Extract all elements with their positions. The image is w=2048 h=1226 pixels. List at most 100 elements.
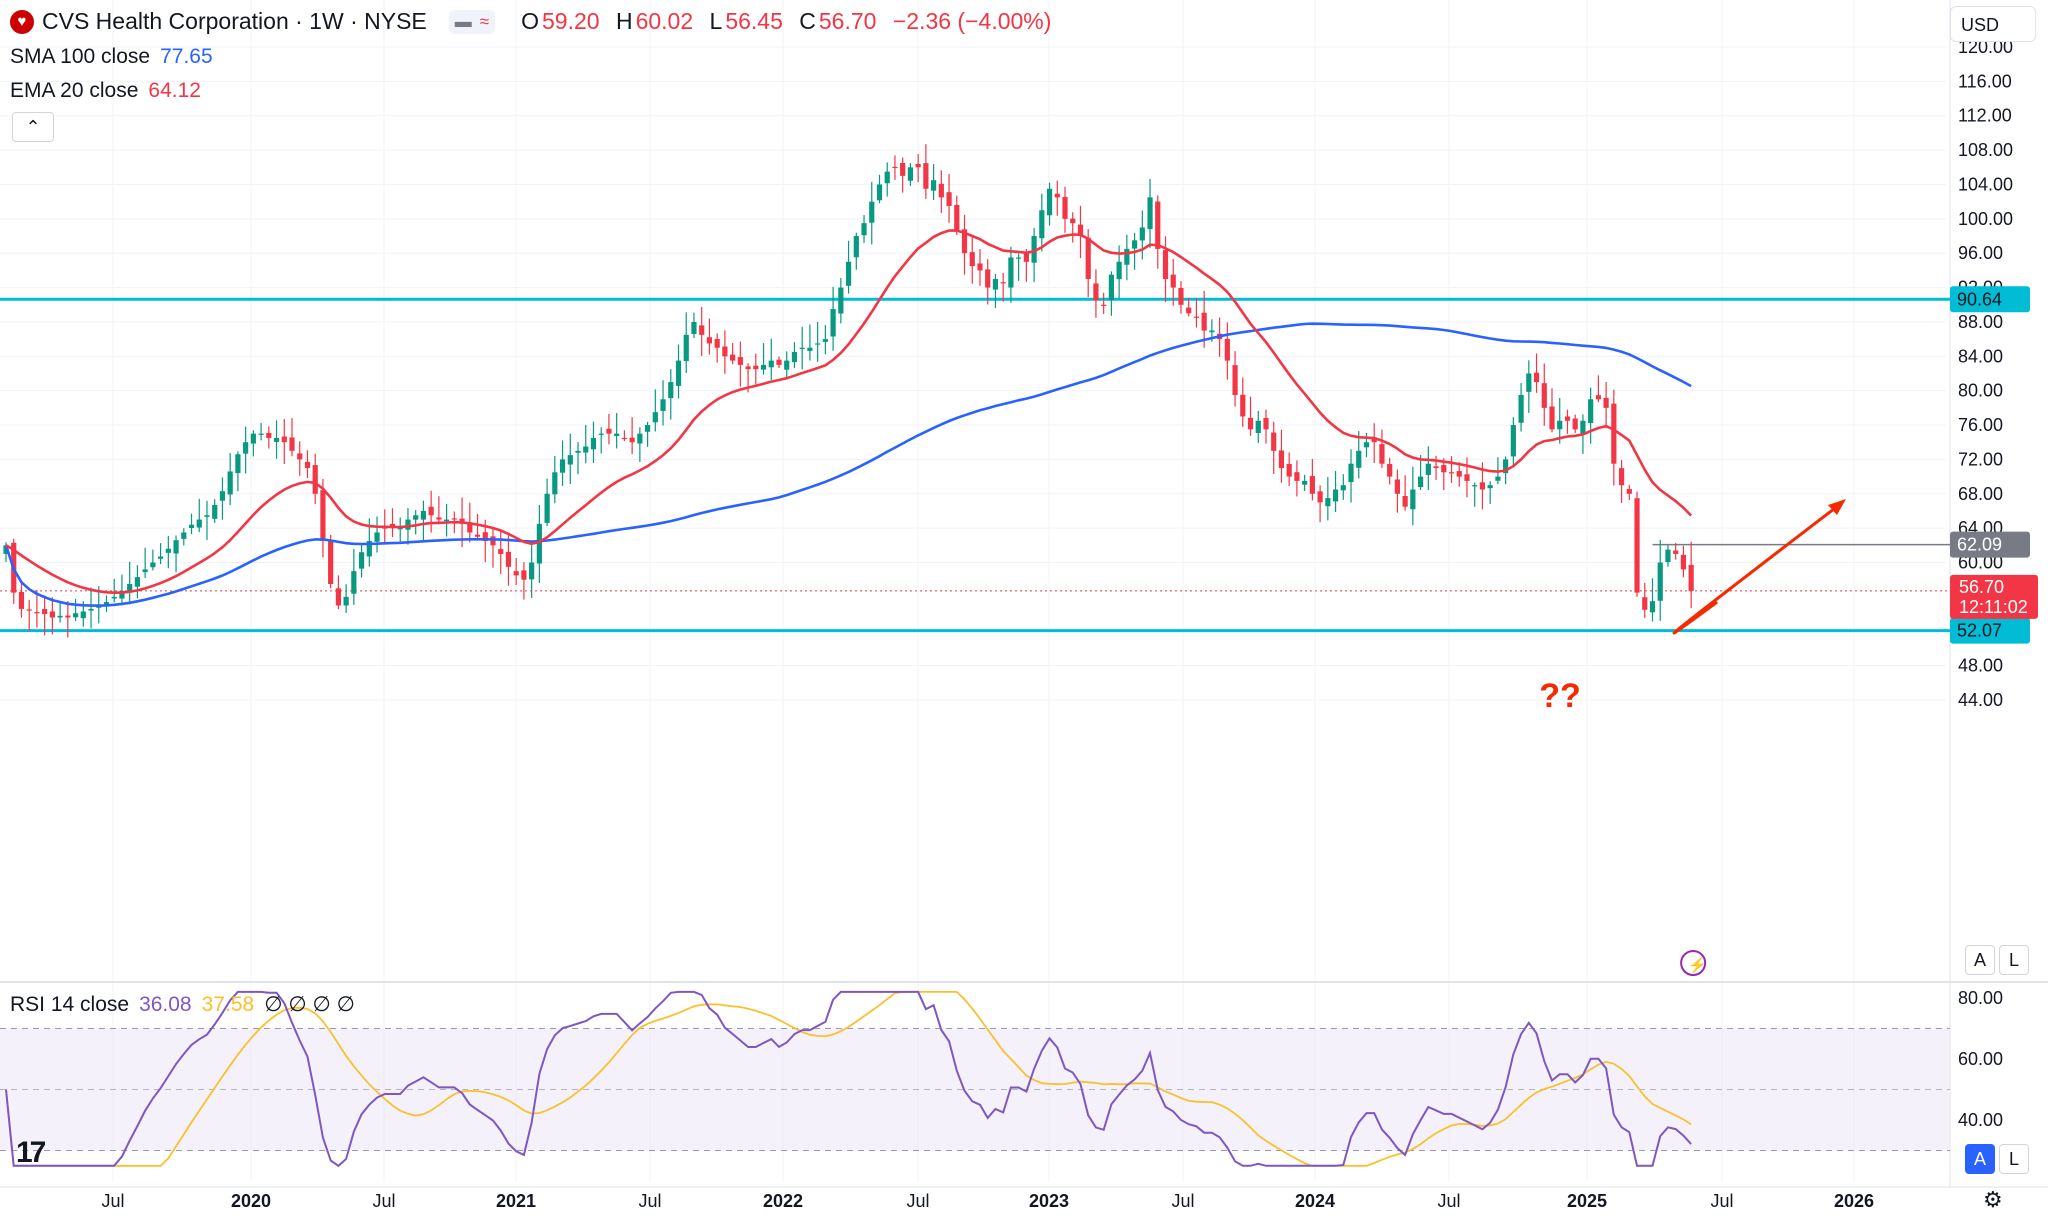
candle-body [884,171,890,184]
candle-body [830,309,836,337]
time-tick-label: Jul [372,1191,395,1211]
candle-body [204,515,210,517]
candle-body [1642,597,1648,610]
ema-legend[interactable]: EMA 20 close 64.12 [10,78,201,104]
currency-selector[interactable]: USD [1950,6,2036,42]
candle-body [1054,193,1060,198]
candle-body [1541,383,1547,408]
arrowhead-icon [1828,498,1846,515]
candle-body [1356,450,1362,468]
candle-body [892,166,898,169]
candle-body [900,163,906,176]
candle-body [57,615,63,618]
candle-body [1170,274,1176,288]
candle-body [1278,450,1285,469]
candle-body [722,346,728,357]
candle-body [1526,373,1532,392]
candle-body [1131,240,1138,249]
candle-body [784,360,790,370]
time-tick-label: 2024 [1295,1191,1335,1211]
tradingview-logo[interactable]: 17 [16,1136,46,1169]
candle-body [1441,465,1447,473]
candle-body [1240,394,1246,417]
candle-body [1487,485,1493,489]
lightning-icon [1680,950,1707,976]
axes: 120.00 116.00 112.00 108.00 104.00 100.00 96.0… [101,37,2038,1211]
collapse-legend-button[interactable]: ⌃ [12,112,54,142]
candle-body [1108,274,1114,301]
candle-body [1618,468,1625,486]
settings-gear-icon[interactable]: ⚙ [1983,1187,2003,1212]
legend-toggle-pill[interactable]: ▬ ≈ [448,9,496,34]
candle-body [26,609,32,611]
candle-body [575,450,581,453]
candle-body [1657,562,1663,601]
candle-body [80,611,86,619]
candle-body [1271,432,1277,451]
candle-body [289,437,295,451]
candle-body [822,339,828,342]
candle-body [1363,442,1370,448]
auto-scale-button[interactable]: A [1965,945,1995,975]
candle-body [1101,304,1107,306]
rsi-legend[interactable]: RSI 14 close 36.08 37.58 ∅ ∅ ∅ ∅ [10,992,355,1018]
candle-body [72,613,79,618]
candle-body [1588,399,1594,424]
candle-body [328,539,334,585]
candle-body [1232,365,1238,395]
candle-body [637,433,643,444]
price-tick-label: 88.00 [1958,312,2003,332]
candle-body [992,278,999,290]
candle-body [1649,601,1656,613]
symbol-title[interactable]: CVS Health Corporation · 1W · NYSE [42,8,427,34]
wave-icon[interactable]: ≈ [479,11,490,31]
ema-20-line [5,229,1693,595]
candle-body [1039,210,1045,239]
candle-body [374,532,380,542]
candle-body [467,523,473,533]
candle-body [699,325,705,335]
price-tick-label: 68.00 [1958,484,2003,504]
candle-body [1680,554,1687,570]
candle-body [544,493,550,523]
candle-body [335,588,341,606]
time-tick-label: 2022 [763,1191,803,1211]
rsi-auto-scale-button[interactable]: A [1965,1144,1995,1174]
candle-body [250,433,256,444]
candle-body [1224,338,1230,361]
candle-body [505,551,512,567]
rsi-value: 36.08 [139,993,192,1016]
candle-body [938,183,944,198]
candle-body [3,545,9,554]
rsi-tick-label: 40.00 [1958,1110,2003,1130]
log-scale-button[interactable]: L [1999,945,2029,975]
time-tick-label: Jul [906,1191,929,1211]
candle-body [111,596,117,599]
candle-body [173,540,179,554]
rsi-log-scale-button[interactable]: L [1999,1144,2029,1174]
candle-body [1387,463,1393,477]
candle-body [1673,550,1679,554]
candle-body [235,454,241,474]
candle-body [768,360,774,368]
time-tick-label: 2026 [1834,1191,1874,1211]
sma-label: SMA 100 close [10,45,151,68]
time-tick-label: Jul [1710,1191,1733,1211]
rsi-ma-value: 37.58 [201,993,255,1016]
high-label: H [615,8,633,34]
candle-body [1379,444,1385,464]
candle-body [1503,459,1509,474]
candle-body [1325,498,1331,507]
minus-icon[interactable]: ▬ [454,11,472,31]
candle-body [1448,472,1455,474]
candle-body [1201,312,1207,331]
candle-body [513,571,519,576]
candle-body [351,571,357,594]
candle-body [1472,485,1478,487]
candle-body [946,192,952,206]
candle-body [266,432,272,438]
candle-body [1417,476,1424,488]
candle-body [730,354,736,361]
sma-legend[interactable]: SMA 100 close 77.65 [10,44,213,70]
